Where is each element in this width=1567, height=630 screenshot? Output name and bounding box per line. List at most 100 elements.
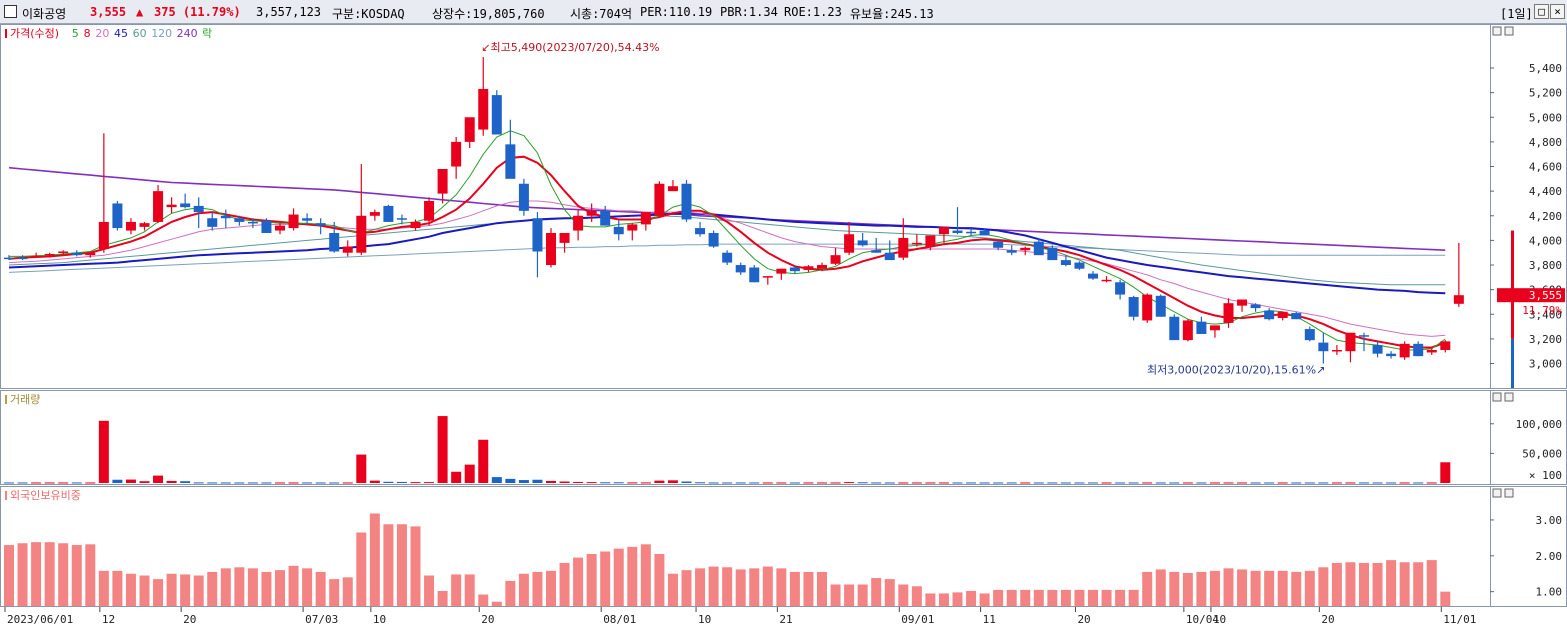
volume-bar[interactable] [546,480,556,483]
close-button[interactable]: × [1550,4,1565,19]
legend-item-ma20[interactable]: 20 [95,27,109,40]
candle-body[interactable] [4,257,14,260]
foreign-ratio-bar[interactable] [44,542,55,606]
foreign-ratio-bar[interactable] [1372,562,1383,606]
volume-bar[interactable] [1182,482,1193,484]
foreign-ratio-bar[interactable] [938,593,949,606]
foreign-ratio-bar[interactable] [1413,562,1424,606]
candle-body[interactable] [762,276,773,278]
candle-body[interactable] [789,267,800,272]
volume-bar[interactable] [247,482,258,484]
foreign-ratio-bar[interactable] [220,568,231,606]
candle-body[interactable] [1006,250,1017,253]
volume-bar[interactable] [1250,482,1261,484]
foreign-ratio-bar[interactable] [857,584,868,606]
volume-bar[interactable] [925,482,936,484]
foreign-ratio-bar[interactable] [17,543,28,606]
candle-body[interactable] [1277,311,1288,318]
volume-bar[interactable] [1169,482,1180,484]
candle-body[interactable] [803,266,814,270]
candle-body[interactable] [667,186,678,192]
volume-bar[interactable] [1074,482,1085,484]
candle-body[interactable] [993,241,1004,248]
volume-bar[interactable] [654,480,665,483]
candle-body[interactable] [329,233,340,252]
candle-body[interactable] [356,215,367,253]
foreign-ratio-bar[interactable] [1359,562,1369,606]
candle-body[interactable] [396,218,407,220]
candle-body[interactable] [505,144,516,179]
candle-body[interactable] [1318,342,1329,352]
foreign-ratio-bar[interactable] [180,574,191,606]
candle-body[interactable] [1345,332,1356,352]
foreign-ratio-bar[interactable] [925,593,936,606]
volume-bar[interactable] [844,482,855,484]
candle-body[interactable] [586,210,597,216]
foreign-ratio-bar[interactable] [979,593,990,606]
volume-bar[interactable] [329,482,340,484]
foreign-ratio-bar[interactable] [193,575,204,606]
volume-bar[interactable] [505,478,516,483]
candle-body[interactable] [898,237,909,258]
foreign-ratio-bar[interactable] [695,568,706,606]
candle-body[interactable] [830,255,841,264]
foreign-ratio-bar[interactable] [410,526,421,606]
foreign-ratio-bar[interactable] [681,570,692,606]
candle-body[interactable] [681,183,692,220]
foreign-ratio-bar[interactable] [4,545,14,606]
foreign-ratio-bar[interactable] [275,570,285,606]
foreign-ratio-bar[interactable] [369,513,380,606]
volume-bar[interactable] [424,482,435,484]
candle-body[interactable] [911,242,922,245]
volume-bar[interactable] [369,480,380,483]
foreign-ratio-bar[interactable] [776,568,787,606]
restore-button[interactable]: □ [1534,4,1549,19]
legend-item-ma240[interactable]: 240 [177,27,198,40]
candle-body[interactable] [1359,335,1369,337]
volume-bar[interactable] [1020,482,1031,484]
candle-body[interactable] [546,233,556,266]
candle-body[interactable] [627,224,638,231]
volume-bar[interactable] [44,482,55,484]
volume-bar[interactable] [1413,482,1424,484]
candle-body[interactable] [1060,260,1071,266]
volume-bar[interactable] [952,482,963,484]
volume-bar[interactable] [1277,482,1288,484]
volume-bar[interactable] [17,482,28,484]
candle-body[interactable] [1413,343,1424,357]
volume-bar[interactable] [288,482,299,484]
candle-body[interactable] [1223,303,1234,323]
candle-body[interactable] [71,252,82,256]
volume-bar[interactable] [789,482,800,484]
candle-body[interactable] [247,221,258,224]
candle-body[interactable] [275,225,285,231]
candle-body[interactable] [1074,262,1085,269]
foreign-ratio-bar[interactable] [1426,560,1437,606]
candle-body[interactable] [410,221,421,229]
foreign-ratio-bar[interactable] [830,584,841,606]
foreign-ratio-bar[interactable] [1250,570,1261,606]
foreign-ratio-bar[interactable] [1115,589,1126,606]
candle-body[interactable] [1209,325,1220,331]
volume-bar[interactable] [153,475,164,483]
volume-bar[interactable] [125,479,136,483]
legend-item-ma120[interactable]: 120 [151,27,172,40]
foreign-ratio-bar[interactable] [1155,569,1166,606]
volume-bar[interactable] [410,482,421,484]
foreign-ratio-bar[interactable] [424,575,435,606]
foreign-ratio-bar[interactable] [573,557,584,606]
foreign-ratio-bar[interactable] [329,579,340,606]
foreign-ratio-bar[interactable] [1128,589,1139,606]
volume-bar[interactable] [85,482,96,484]
volume-bar[interactable] [180,481,191,483]
volume-bar[interactable] [1033,482,1044,484]
volume-bar[interactable] [735,482,746,484]
foreign-ratio-bar[interactable] [1318,567,1329,606]
volume-bar[interactable] [1196,482,1207,484]
foreign-ratio-bar[interactable] [586,554,597,606]
volume-bar[interactable] [1128,482,1139,484]
foreign-ratio-bar[interactable] [153,579,164,606]
candle-body[interactable] [559,233,570,243]
candle-body[interactable] [1426,349,1437,353]
foreign-ratio-bar[interactable] [342,577,353,606]
